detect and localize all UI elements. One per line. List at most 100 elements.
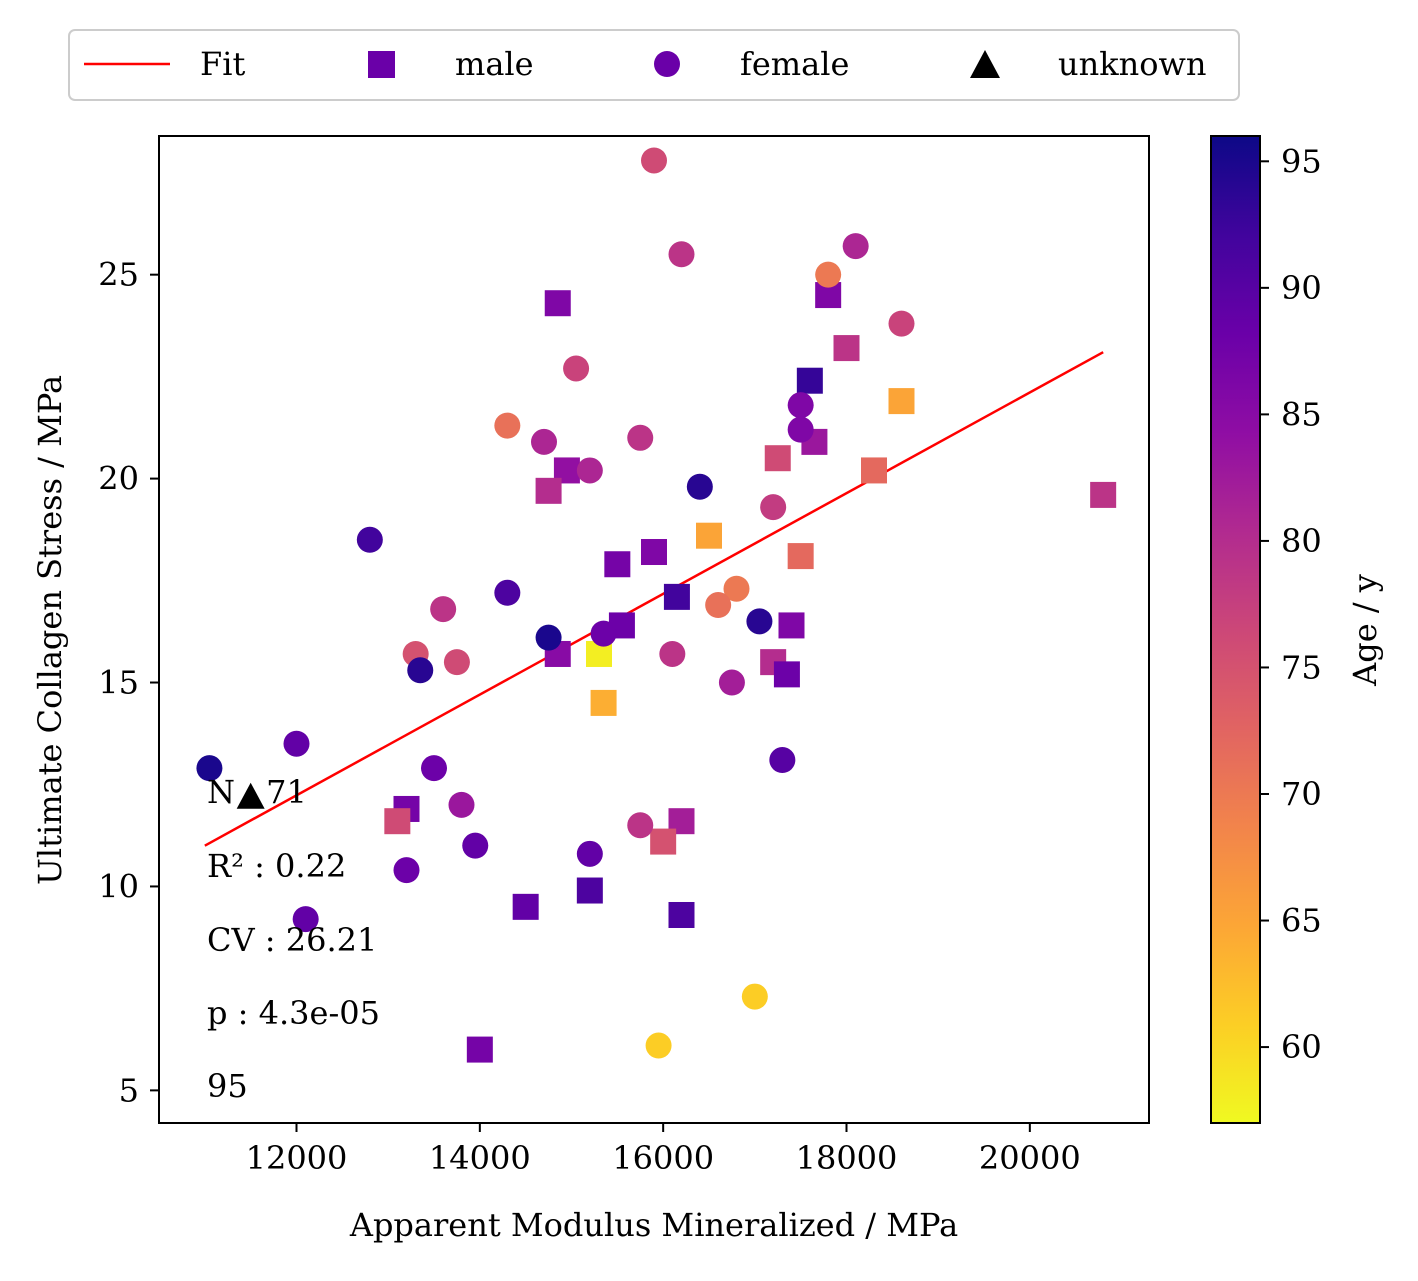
x-tick-label: 16000 bbox=[612, 1139, 714, 1177]
data-point-female bbox=[842, 233, 869, 260]
data-point-male bbox=[764, 445, 791, 472]
data-point-female bbox=[407, 657, 434, 684]
colorbar-gradient bbox=[1210, 135, 1261, 1124]
data-point-female bbox=[888, 310, 915, 337]
data-point-female bbox=[292, 906, 319, 933]
data-point-male bbox=[650, 828, 677, 855]
data-point-female bbox=[741, 983, 768, 1010]
legend-unknown-swatch bbox=[970, 50, 1000, 78]
data-point-male bbox=[535, 477, 562, 504]
colorbar-ticks: 60 65 70 75 80 85 90 95 bbox=[1260, 142, 1322, 1066]
data-point-female bbox=[769, 747, 796, 774]
data-point-female bbox=[787, 416, 814, 443]
y-tick-label: 10 bbox=[98, 867, 139, 905]
data-point-female bbox=[760, 494, 787, 521]
colorbar-tick-label: 85 bbox=[1281, 395, 1322, 433]
colorbar-tick-label: 75 bbox=[1281, 648, 1322, 686]
data-point-female bbox=[627, 812, 654, 839]
data-point-male bbox=[668, 901, 695, 928]
colorbar-tick-label: 95 bbox=[1281, 142, 1322, 180]
data-point-female bbox=[718, 669, 745, 696]
data-point-female bbox=[705, 592, 732, 619]
data-point-female bbox=[659, 640, 686, 667]
data-point-male bbox=[604, 551, 631, 578]
data-point-female bbox=[283, 730, 310, 757]
data-point-male bbox=[888, 388, 915, 415]
y-tick-label: 20 bbox=[98, 460, 139, 498]
legend-female-label: female bbox=[740, 45, 849, 83]
data-point-male bbox=[1090, 481, 1117, 508]
data-point-female bbox=[494, 412, 521, 439]
data-point-female bbox=[787, 392, 814, 419]
legend-unknown-label: unknown bbox=[1058, 45, 1206, 83]
data-point-male bbox=[576, 877, 603, 904]
y-axis-label: Ultimate Collagen Stress / MPa bbox=[31, 375, 69, 885]
data-point-female bbox=[815, 261, 842, 288]
legend-male-swatch bbox=[368, 51, 395, 78]
x-tick-label: 18000 bbox=[796, 1139, 898, 1177]
colorbar-tick-label: 65 bbox=[1281, 902, 1322, 940]
data-point-female bbox=[641, 147, 667, 174]
colorbar-tick-label: 80 bbox=[1281, 522, 1322, 560]
data-point-female bbox=[576, 840, 603, 867]
colorbar-label: Age / y bbox=[1346, 574, 1384, 687]
data-point-male bbox=[796, 367, 823, 394]
y-tick-label: 5 bbox=[119, 1071, 139, 1109]
colorbar: 60 65 70 75 80 85 90 95 Age / y bbox=[1210, 135, 1384, 1124]
y-axis: 5 10 15 20 25 bbox=[98, 256, 159, 1109]
data-point-female bbox=[563, 355, 590, 382]
data-point-female bbox=[462, 832, 489, 859]
legend-male-label: male bbox=[455, 45, 534, 83]
annotation-cv: CV : 26.21 bbox=[207, 921, 377, 959]
fit-line bbox=[204, 351, 1104, 847]
y-tick-label: 15 bbox=[98, 664, 139, 702]
data-point-female bbox=[590, 620, 617, 647]
x-axis: 12000 14000 16000 18000 20000 bbox=[246, 1123, 1081, 1177]
data-point-male bbox=[590, 689, 617, 716]
stats-annotations: N : 71 R² : 0.22 CV : 26.21 p : 4.3e-05 … bbox=[207, 773, 380, 1105]
data-point-female bbox=[746, 608, 773, 635]
data-point-female bbox=[393, 857, 420, 884]
data-point-male bbox=[384, 808, 411, 835]
data-point-female bbox=[668, 241, 695, 268]
annotation-extra: 95 bbox=[207, 1067, 248, 1105]
legend-frame bbox=[68, 29, 1240, 101]
annotation-p: p : 4.3e-05 bbox=[207, 994, 380, 1032]
data-point-female bbox=[196, 755, 223, 782]
data-point-male bbox=[512, 893, 539, 920]
annotation-n: N : 71 bbox=[207, 773, 307, 811]
data-point-female bbox=[686, 473, 713, 500]
points-layer bbox=[196, 147, 1117, 1063]
data-point-male bbox=[663, 583, 690, 610]
data-point-male bbox=[544, 290, 571, 317]
data-point-female bbox=[627, 424, 654, 451]
data-point-female bbox=[443, 649, 470, 676]
x-tick-label: 12000 bbox=[246, 1139, 348, 1177]
data-point-male bbox=[466, 1036, 493, 1063]
data-point-female bbox=[356, 526, 383, 553]
colorbar-tick-label: 70 bbox=[1281, 775, 1322, 813]
y-tick-label: 25 bbox=[98, 256, 139, 294]
data-point-female bbox=[535, 624, 562, 651]
x-tick-label: 14000 bbox=[429, 1139, 531, 1177]
data-point-female bbox=[723, 575, 750, 602]
data-point-female bbox=[448, 791, 475, 818]
data-point-male bbox=[778, 612, 805, 639]
plot-frame bbox=[158, 135, 1150, 1124]
data-point-female bbox=[531, 428, 557, 455]
data-point-female bbox=[430, 596, 457, 623]
x-axis-label: Apparent Modulus Mineralized / MPa bbox=[349, 1206, 958, 1244]
annotation-r2: R² : 0.22 bbox=[207, 847, 346, 885]
data-point-male bbox=[861, 457, 887, 484]
data-point-female bbox=[576, 457, 603, 484]
data-point-male bbox=[833, 335, 860, 362]
data-point-male bbox=[773, 661, 800, 688]
data-point-female bbox=[645, 1032, 672, 1059]
data-point-male bbox=[787, 543, 814, 570]
data-point-female bbox=[494, 579, 521, 606]
fit-layer bbox=[204, 351, 1104, 847]
legend: Fit male female unknown bbox=[68, 29, 1240, 101]
colorbar-tick-label: 60 bbox=[1281, 1028, 1322, 1066]
data-point-female bbox=[421, 755, 447, 782]
